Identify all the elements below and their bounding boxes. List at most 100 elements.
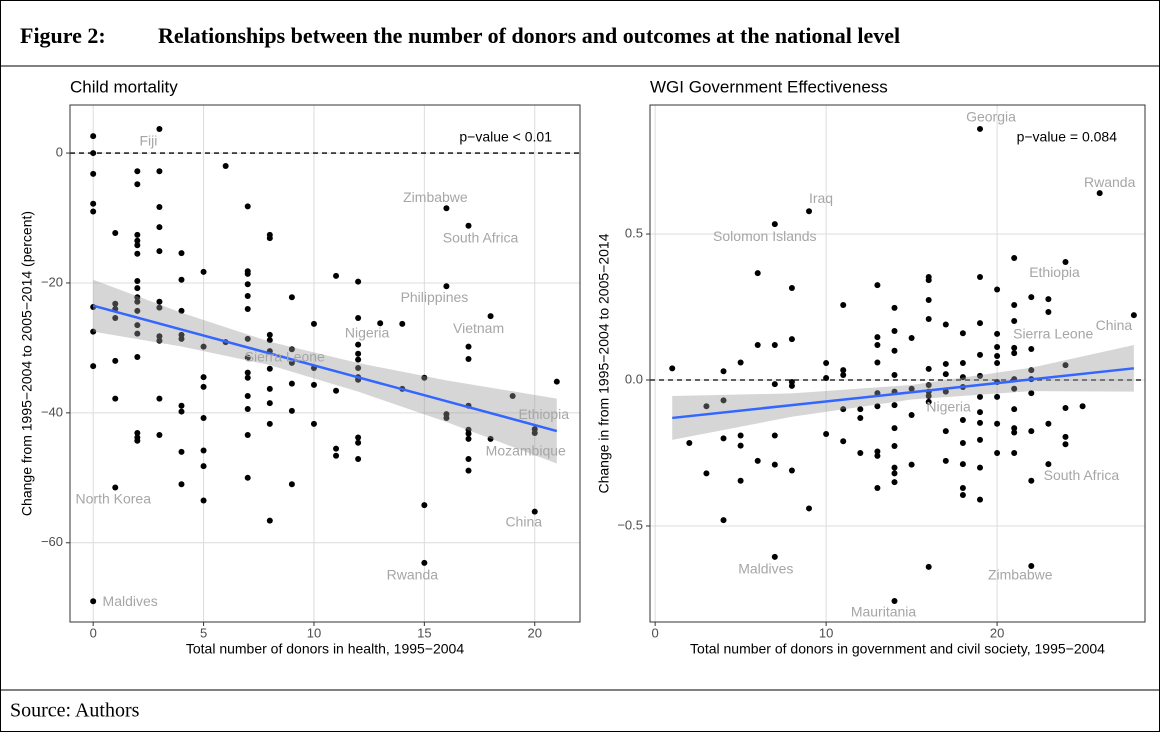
point [1028, 390, 1035, 397]
point-label: Rwanda [1084, 174, 1136, 190]
point [1045, 308, 1052, 315]
point [244, 392, 251, 399]
point [90, 150, 97, 157]
point [333, 272, 340, 279]
point [487, 435, 494, 442]
point [925, 381, 932, 388]
point [178, 276, 185, 283]
point [1011, 318, 1018, 325]
point [977, 409, 983, 416]
point [465, 455, 472, 462]
point [553, 378, 560, 385]
point [156, 248, 163, 255]
point [134, 231, 141, 238]
point [178, 448, 185, 455]
point [994, 330, 1001, 337]
point [200, 383, 207, 390]
point [874, 334, 881, 341]
point [788, 382, 795, 389]
confidence-band [93, 279, 557, 464]
point [266, 517, 273, 524]
panel-title: WGI Government Effectiveness [650, 77, 888, 96]
point [266, 365, 273, 372]
point-label: Maldives [103, 593, 158, 609]
point [874, 359, 881, 366]
point [465, 343, 472, 350]
point [959, 461, 966, 468]
point [925, 277, 932, 284]
point [942, 371, 949, 378]
point [487, 313, 494, 320]
point [857, 449, 864, 456]
point [1028, 562, 1035, 569]
y-tick-label: −0.5 [617, 517, 643, 532]
point [1079, 403, 1086, 410]
point [310, 320, 317, 327]
point [266, 235, 273, 242]
p-value: p−value = 0.084 [1017, 129, 1118, 145]
point-label: North Korea [76, 490, 152, 506]
point [1062, 362, 1069, 369]
point-label: Nigeria [926, 398, 971, 414]
point [156, 203, 163, 210]
point [1045, 296, 1052, 303]
point [288, 294, 295, 301]
point [840, 372, 847, 379]
point [788, 336, 795, 343]
point [1045, 461, 1052, 468]
point [531, 508, 538, 515]
point [355, 278, 362, 285]
point [977, 419, 983, 426]
point [891, 425, 898, 432]
point [977, 496, 983, 503]
point [994, 449, 1001, 456]
plot-border [649, 104, 1146, 623]
point [156, 224, 163, 231]
point-label: Mauritania [851, 604, 917, 620]
point [134, 429, 141, 436]
point [823, 374, 830, 381]
point [840, 301, 847, 308]
point [959, 330, 966, 337]
point [857, 414, 864, 421]
point [891, 464, 898, 471]
point [1028, 477, 1035, 484]
point [823, 431, 830, 437]
point-label: Nigeria [345, 324, 390, 340]
y-tick-label: 0.5 [625, 225, 643, 240]
point [156, 333, 163, 340]
x-tick-label: 10 [307, 625, 321, 640]
x-tick-label: 0 [652, 625, 659, 640]
point [90, 208, 97, 215]
point-label: Zimbabwe [403, 189, 468, 205]
point [959, 492, 966, 499]
point [1062, 433, 1069, 440]
point [823, 360, 830, 367]
point [355, 455, 362, 462]
point [465, 355, 472, 362]
point [959, 416, 966, 423]
point [994, 360, 1001, 367]
point [977, 273, 983, 280]
point-label: Iraq [809, 190, 833, 206]
x-tick-label: 20 [990, 625, 1004, 640]
point [134, 322, 141, 329]
point [925, 365, 932, 372]
point-label: South Africa [1044, 467, 1120, 483]
point [1028, 428, 1035, 435]
point [908, 385, 915, 392]
point [134, 250, 141, 257]
point [977, 372, 983, 379]
y-tick-label: −40 [41, 404, 63, 419]
point [908, 334, 915, 341]
point [754, 270, 761, 277]
point [925, 398, 932, 405]
point [134, 181, 141, 188]
point [891, 347, 898, 354]
point [720, 368, 727, 375]
point [1028, 346, 1035, 353]
point-label: China [1096, 317, 1133, 333]
point-label: China [505, 513, 542, 529]
point-label: Vietnam [453, 320, 504, 336]
point [156, 298, 163, 305]
